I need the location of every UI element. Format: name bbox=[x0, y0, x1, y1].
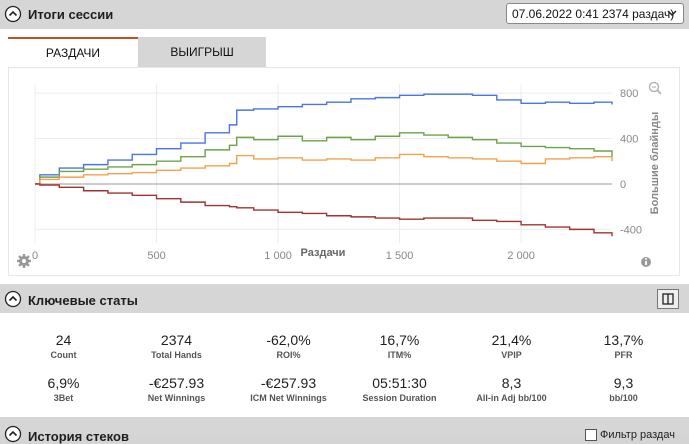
x-tick-label: 2 000 bbox=[507, 250, 535, 262]
stat-label: Count bbox=[50, 350, 77, 360]
stat-label: bb/100 bbox=[609, 393, 638, 403]
stat-value: -62,0% bbox=[266, 332, 311, 348]
session-panel: РАЗДАЧИ ВЫИГРЫШ 0 500 1 000 1 500 2 000 800 4… bbox=[0, 29, 689, 284]
stat-label: Session Duration bbox=[362, 393, 437, 403]
stat-allin-adj-bb100: 8,3 All-in Adj bb/100 bbox=[454, 375, 569, 403]
stat-label: VPIP bbox=[501, 350, 522, 360]
series-line-3 bbox=[35, 183, 613, 237]
stat-value: 24 bbox=[55, 332, 72, 348]
y-tick-label: 800 bbox=[620, 88, 638, 100]
stat-label: Total Hands bbox=[151, 350, 202, 360]
collapse-chevron-icon[interactable] bbox=[4, 5, 22, 23]
stat-value: 2374 bbox=[160, 332, 193, 348]
filter-hands-checkbox[interactable] bbox=[585, 429, 597, 441]
key-stats-title: Ключевые статы bbox=[28, 293, 138, 308]
zoom-icon[interactable] bbox=[648, 81, 662, 95]
x-tick-label: 500 bbox=[147, 250, 165, 262]
stack-history-header: История стеков Фильтр раздач bbox=[0, 417, 689, 444]
stat-value: 16,7% bbox=[379, 332, 420, 348]
stat-label: 3Bet bbox=[53, 393, 74, 403]
stat-label: All-in Adj bb/100 bbox=[476, 393, 547, 403]
stat-label: Net Winnings bbox=[147, 393, 206, 403]
stat-value: 13,7% bbox=[603, 332, 644, 348]
stat-value: 21,4% bbox=[491, 332, 532, 348]
stat-value: 8,3 bbox=[501, 375, 522, 391]
y-tick-label: -400 bbox=[620, 224, 642, 236]
key-stats-header: Ключевые статы bbox=[0, 284, 689, 313]
session-results-header: Итоги сессии 07.06.2022 0:41 2374 раздач… bbox=[0, 0, 689, 29]
stat-value: -€257.93 bbox=[260, 375, 317, 391]
collapse-chevron-icon[interactable] bbox=[4, 290, 22, 308]
stat-label: PFR bbox=[614, 350, 633, 360]
session-selector-value: 07.06.2022 0:41 2374 раздач) bbox=[512, 7, 675, 21]
layout-toggle-button[interactable] bbox=[657, 289, 679, 309]
stat-value: 6,9% bbox=[47, 375, 80, 391]
stat-icm-net-winnings: -€257.93 ICM Net Winnings bbox=[231, 375, 346, 403]
stat-label: ICM Net Winnings bbox=[250, 393, 327, 403]
stat-3bet: 6,9% 3Bet bbox=[6, 375, 121, 403]
filter-hands-label: Фильтр раздач bbox=[600, 429, 675, 441]
stat-itm: 16,7% ITM% bbox=[342, 332, 457, 360]
stat-label: ITM% bbox=[387, 350, 412, 360]
columns-icon bbox=[662, 293, 674, 305]
stat-bb100: 9,3 bb/100 bbox=[566, 375, 681, 403]
stat-count: 24 Count bbox=[6, 332, 121, 360]
y-axis-label: Большие блайнды bbox=[649, 112, 661, 215]
x-tick-label: 1 500 bbox=[386, 250, 414, 262]
series-line-1 bbox=[35, 132, 613, 185]
chart-container: 0 500 1 000 1 500 2 000 800 400 0 -400 Раздачи … bbox=[8, 67, 680, 276]
series-line-2 bbox=[35, 153, 613, 185]
tab-hands[interactable]: РАЗДАЧИ bbox=[8, 37, 138, 67]
stat-vpip: 21,4% VPIP bbox=[454, 332, 569, 360]
settings-gear-icon[interactable] bbox=[17, 254, 31, 268]
chevron-down-icon bbox=[667, 10, 677, 17]
stat-pfr: 13,7% PFR bbox=[566, 332, 681, 360]
stat-value: 05:51:30 bbox=[372, 375, 427, 391]
collapse-chevron-icon[interactable] bbox=[4, 425, 22, 443]
y-tick-label: 400 bbox=[620, 134, 638, 146]
session-results-title: Итоги сессии bbox=[28, 7, 114, 22]
session-selector[interactable]: 07.06.2022 0:41 2374 раздач) bbox=[506, 3, 684, 24]
stat-value: -€257.93 bbox=[148, 375, 205, 391]
stack-history-title: История стеков bbox=[28, 429, 129, 444]
tab-winnings[interactable]: ВЫИГРЫШ bbox=[138, 37, 266, 67]
stat-value: 9,3 bbox=[613, 375, 634, 391]
x-tick-label: 0 bbox=[32, 250, 38, 262]
stat-total-hands: 2374 Total Hands bbox=[119, 332, 234, 360]
stat-net-winnings: -€257.93 Net Winnings bbox=[119, 375, 234, 403]
stat-session-duration: 05:51:30 Session Duration bbox=[342, 375, 457, 403]
key-stats-panel: 24 Count 2374 Total Hands -62,0% ROI% 16… bbox=[0, 313, 689, 417]
stat-roi: -62,0% ROI% bbox=[231, 332, 346, 360]
stat-label: ROI% bbox=[276, 350, 301, 360]
x-axis-label: Раздачи bbox=[301, 247, 346, 259]
y-tick-label: 0 bbox=[620, 179, 626, 191]
series-line-0 bbox=[35, 93, 613, 185]
info-icon[interactable] bbox=[641, 257, 651, 267]
x-tick-label: 1 000 bbox=[264, 250, 292, 262]
